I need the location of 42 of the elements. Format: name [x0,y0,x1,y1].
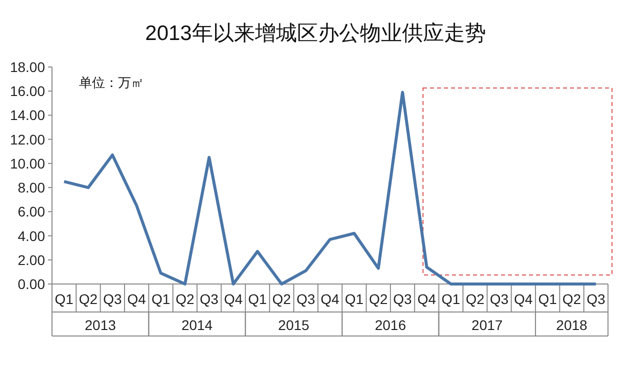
x-tick-label: Q1 [344,291,364,307]
x-tick-label: Q3 [490,291,509,307]
x-tick-label: Q2 [466,291,485,307]
x-tick-label: Q2 [78,291,98,307]
x-tick-label: Q4 [127,291,146,307]
text: 2014 [181,317,213,333]
x-tick-label: Q1 [248,291,268,307]
x-tick-label: Q1 [538,291,558,307]
x-tick-label: Q4 [417,291,436,307]
x-tick-label: Q3 [103,291,122,307]
x-tick-label: Q3 [296,291,316,307]
y-tick-label: 2.00 [18,252,46,268]
text: 2015 [278,317,310,333]
annotation: 单位：万㎡ [79,75,144,90]
y-tick-label: 16.00 [10,83,46,100]
y-tick-label: 0.00 [18,276,46,292]
text: 2018 [556,317,588,333]
x-tick-label: Q4 [514,291,533,307]
y-tick-label: 12.00 [10,131,46,148]
x-tick-label: Q2 [562,291,582,307]
x-tick-label: Q3 [393,291,412,307]
chart-title: 2013年以来增城区办公物业供应走势 [145,22,486,45]
x-tick-label: Q2 [176,291,194,307]
x-tick-label: Q2 [369,291,388,307]
text: 2013 [84,317,116,333]
y-tick-label: 8.00 [18,180,46,196]
x-tick-label: Q1 [442,291,460,307]
text: 2016 [374,317,406,333]
x-tick-label: Q1 [151,291,170,307]
y-tick-label: 10.00 [10,155,46,172]
x-tick-label: Q2 [272,291,292,307]
x-tick-label: Q1 [54,291,74,307]
x-tick-label: Q4 [320,291,340,307]
line-series [62,90,598,286]
y-tick-label: 18.00 [10,59,46,75]
y-tick-label: 4.00 [18,228,46,244]
x-tick-label: Q4 [224,291,243,307]
x-tick-label: Q3 [586,291,606,307]
y-tick-label: 14.00 [10,107,46,124]
text: 2017 [472,317,503,333]
y-tick-label: 6.00 [18,204,46,220]
x-tick-label: Q3 [200,291,219,307]
